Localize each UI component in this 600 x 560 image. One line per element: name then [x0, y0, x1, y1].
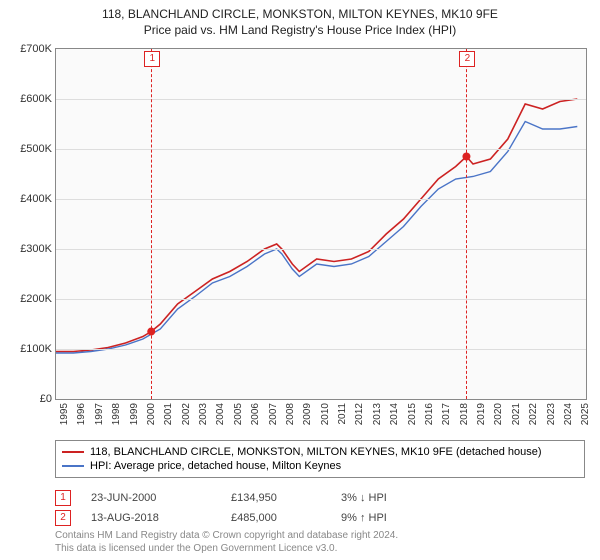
title-address: 118, BLANCHLAND CIRCLE, MONKSTON, MILTON… [0, 6, 600, 22]
event-marker-box: 1 [144, 51, 160, 67]
sale-price: £134,950 [231, 492, 321, 504]
x-axis-tick: 1996 [76, 403, 87, 425]
sale-row: 2 13-AUG-2018 £485,000 9% ↑ HPI [55, 508, 585, 528]
y-axis-tick: £300K [20, 243, 52, 255]
event-marker-box: 2 [459, 51, 475, 67]
chart-container: 118, BLANCHLAND CIRCLE, MONKSTON, MILTON… [0, 0, 600, 560]
x-axis-tick: 2001 [163, 403, 174, 425]
x-axis-tick: 2004 [215, 403, 226, 425]
x-axis-tick: 2003 [198, 403, 209, 425]
x-axis-tick: 1995 [59, 403, 70, 425]
sale-price: £485,000 [231, 512, 321, 524]
legend-label: HPI: Average price, detached house, Milt… [90, 460, 341, 472]
sale-date: 13-AUG-2018 [91, 512, 211, 524]
x-axis-tick: 2015 [407, 403, 418, 425]
y-axis-tick: £0 [40, 393, 52, 405]
sale-date: 23-JUN-2000 [91, 492, 211, 504]
x-axis-tick: 2010 [320, 403, 331, 425]
footer-line: This data is licensed under the Open Gov… [55, 543, 585, 556]
sale-delta-vs-hpi: 3% ↓ HPI [341, 492, 431, 504]
x-axis-tick: 2012 [354, 403, 365, 425]
x-axis-tick: 1999 [129, 403, 140, 425]
sale-marker-box: 1 [55, 490, 71, 506]
x-axis-tick: 2002 [181, 403, 192, 425]
sale-delta-vs-hpi: 9% ↑ HPI [341, 512, 431, 524]
sale-marker-box: 2 [55, 510, 71, 526]
plot-area: £0£100K£200K£300K£400K£500K£600K£700K199… [55, 48, 587, 400]
legend-item: HPI: Average price, detached house, Milt… [62, 459, 578, 473]
x-axis-tick: 2025 [580, 403, 591, 425]
chart-lines [56, 49, 586, 399]
x-axis-tick: 2017 [441, 403, 452, 425]
y-axis-tick: £200K [20, 293, 52, 305]
x-axis-tick: 2005 [233, 403, 244, 425]
y-axis-tick: £600K [20, 93, 52, 105]
chart-title: 118, BLANCHLAND CIRCLE, MONKSTON, MILTON… [0, 0, 600, 38]
x-axis-tick: 2013 [372, 403, 383, 425]
legend-label: 118, BLANCHLAND CIRCLE, MONKSTON, MILTON… [90, 446, 542, 458]
x-axis-tick: 2000 [146, 403, 157, 425]
footer-line: Contains HM Land Registry data © Crown c… [55, 530, 585, 543]
legend-swatch [62, 465, 84, 467]
x-axis-tick: 2023 [546, 403, 557, 425]
title-subtitle: Price paid vs. HM Land Registry's House … [0, 22, 600, 38]
x-axis-tick: 2020 [493, 403, 504, 425]
x-axis-tick: 2019 [476, 403, 487, 425]
x-axis-tick: 2008 [285, 403, 296, 425]
x-axis-tick: 2024 [563, 403, 574, 425]
legend: 118, BLANCHLAND CIRCLE, MONKSTON, MILTON… [55, 440, 585, 478]
legend-swatch [62, 451, 84, 453]
x-axis-tick: 1998 [111, 403, 122, 425]
x-axis-tick: 2021 [511, 403, 522, 425]
y-axis-tick: £500K [20, 143, 52, 155]
y-axis-tick: £400K [20, 193, 52, 205]
x-axis-tick: 2007 [268, 403, 279, 425]
y-axis-tick: £100K [20, 343, 52, 355]
y-axis-tick: £700K [20, 43, 52, 55]
x-axis-tick: 1997 [94, 403, 105, 425]
footer-attribution: Contains HM Land Registry data © Crown c… [55, 530, 585, 555]
sale-events: 1 23-JUN-2000 £134,950 3% ↓ HPI 2 13-AUG… [55, 488, 585, 528]
x-axis-tick: 2011 [337, 403, 348, 425]
sale-row: 1 23-JUN-2000 £134,950 3% ↓ HPI [55, 488, 585, 508]
x-axis-tick: 2006 [250, 403, 261, 425]
x-axis-tick: 2016 [424, 403, 435, 425]
x-axis-tick: 2022 [528, 403, 539, 425]
x-axis-tick: 2014 [389, 403, 400, 425]
legend-item: 118, BLANCHLAND CIRCLE, MONKSTON, MILTON… [62, 445, 578, 459]
x-axis-tick: 2009 [302, 403, 313, 425]
x-axis-tick: 2018 [459, 403, 470, 425]
